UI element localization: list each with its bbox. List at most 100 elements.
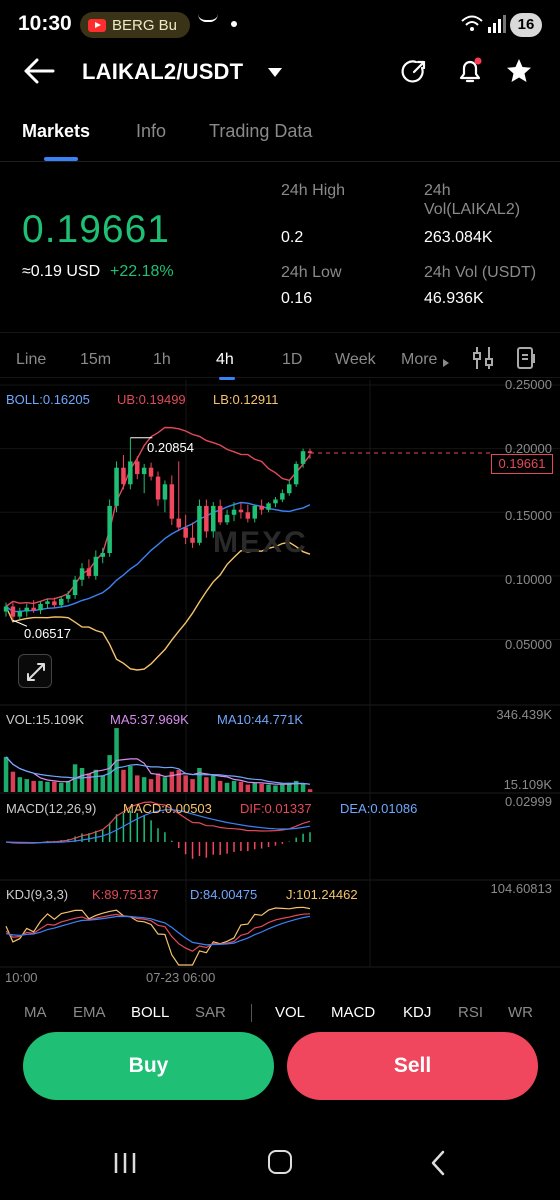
buy-button[interactable]: Buy (23, 1032, 274, 1100)
candle-body (183, 527, 188, 538)
interval-week[interactable]: Week (335, 351, 376, 368)
volume-bar (162, 777, 168, 792)
chart-canvas[interactable] (0, 380, 560, 990)
volume-bar (65, 780, 71, 792)
interval-4h[interactable]: 4h (216, 351, 234, 368)
y-axis-label: 0.10000 (505, 572, 552, 587)
vol-base-value: 263.084K (424, 229, 493, 246)
vol-quote-value: 46.936K (424, 290, 484, 307)
candle-body (204, 505, 209, 532)
indicator-settings-icon[interactable] (472, 345, 494, 371)
volume-bar (128, 766, 133, 792)
kdj-k-line (5, 913, 311, 952)
candle-body (93, 556, 99, 576)
sell-button[interactable]: Sell (287, 1032, 538, 1100)
star-icon[interactable] (505, 57, 533, 85)
indicator-wr[interactable]: WR (508, 1004, 533, 1021)
volume-ma5-line (5, 756, 311, 785)
tab-trading-data[interactable]: Trading Data (209, 121, 313, 141)
indicator-kdj[interactable]: KDJ (403, 1004, 432, 1021)
tab-markets[interactable]: Markets (22, 121, 91, 141)
candle-body (17, 611, 23, 617)
candle-body (100, 553, 105, 557)
candle-body (307, 451, 313, 453)
high-value: 0.2 (281, 229, 304, 246)
interval-1h[interactable]: 1h (153, 351, 171, 368)
ma10-label: MA10:44.771K (217, 712, 304, 727)
high-marker-label: 0.20854 (147, 440, 194, 455)
candle-body (3, 606, 9, 612)
candle-body (217, 505, 223, 523)
volume-bar (245, 784, 251, 792)
volume-bar (169, 771, 175, 792)
notification-text: BERG Bu (112, 16, 178, 34)
dropdown-caret-icon[interactable] (268, 68, 282, 77)
pair-title[interactable]: LAIKAL2/USDT (82, 59, 244, 84)
indicator-rsi[interactable]: RSI (458, 1004, 484, 1021)
more-caret-icon (443, 359, 449, 367)
candle-body (114, 467, 119, 506)
last-price: 0.19661 (22, 208, 170, 251)
dif-label: DIF:0.01337 (240, 801, 312, 816)
share-icon[interactable] (400, 58, 428, 86)
volume-bar (204, 777, 209, 792)
kdj-params-label: KDJ(9,3,3) (6, 887, 69, 902)
candle-body (197, 505, 202, 543)
amazon-icon (198, 14, 218, 22)
nav-back-icon[interactable] (430, 1150, 446, 1176)
volume-bar (24, 779, 29, 792)
volume-bar (252, 782, 257, 792)
back-arrow-icon[interactable] (22, 56, 56, 86)
vol-last-label: 15.109K (503, 777, 552, 792)
candle-body (52, 601, 57, 606)
indicator-macd[interactable]: MACD (331, 1004, 376, 1021)
candle-body (141, 467, 147, 475)
candle-body (300, 451, 306, 464)
candle-body (287, 484, 292, 494)
candle-body (10, 606, 16, 617)
candle-body (121, 467, 126, 485)
macd-max-label: 0.02999 (505, 794, 552, 809)
interval-15m[interactable]: 15m (80, 351, 112, 368)
boll-lb-label: LB:0.12911 (213, 392, 279, 407)
interval-line[interactable]: Line (16, 351, 47, 368)
indicator-boll[interactable]: BOLL (131, 1004, 170, 1021)
candle-body (86, 568, 92, 576)
volume-bar (93, 769, 99, 792)
layout-toggle-icon[interactable] (514, 345, 538, 371)
indicator-ema[interactable]: EMA (73, 1004, 106, 1021)
expand-icon[interactable] (18, 654, 52, 688)
candle-body (162, 484, 168, 500)
kdj-max-label: 104.60813 (490, 881, 552, 896)
y-axis-label: 0.25000 (505, 377, 552, 392)
volume-bar (217, 780, 223, 792)
vol-label: VOL:15.109K (6, 712, 85, 727)
volume-bar (197, 768, 202, 792)
home-icon[interactable] (268, 1150, 292, 1174)
low-marker-label: 0.06517 (24, 626, 71, 641)
low-value: 0.16 (281, 290, 313, 307)
interval-more[interactable]: More (401, 351, 438, 368)
volume-bar (10, 771, 16, 792)
recent-apps-icon[interactable] (113, 1152, 137, 1174)
kdj-j-label: J:101.24462 (286, 887, 358, 902)
y-axis-label: 0.15000 (505, 508, 552, 523)
tab-info[interactable]: Info (136, 121, 167, 141)
candle-body (273, 499, 278, 504)
kline-chart[interactable]: MEXC BOLL:0.16205 UB:0.19499 LB:0.12911 … (0, 377, 560, 990)
macd-dif-line (5, 801, 311, 844)
bell-icon[interactable] (455, 56, 485, 86)
candle-body (231, 509, 237, 515)
indicator-ma[interactable]: MA (24, 1004, 47, 1021)
indicator-sar[interactable]: SAR (195, 1004, 226, 1021)
volume-bar (183, 775, 188, 792)
volume-bar (300, 783, 306, 792)
indicator-vol[interactable]: VOL (275, 1004, 306, 1021)
kdj-d-label: D:84.00475 (190, 887, 258, 902)
candle-body (238, 509, 244, 513)
candle-body (31, 607, 36, 611)
y-axis-label: 0.20000 (505, 441, 552, 456)
volume-bar (190, 779, 195, 792)
volume-bar (211, 775, 216, 792)
interval-1d[interactable]: 1D (282, 351, 303, 368)
